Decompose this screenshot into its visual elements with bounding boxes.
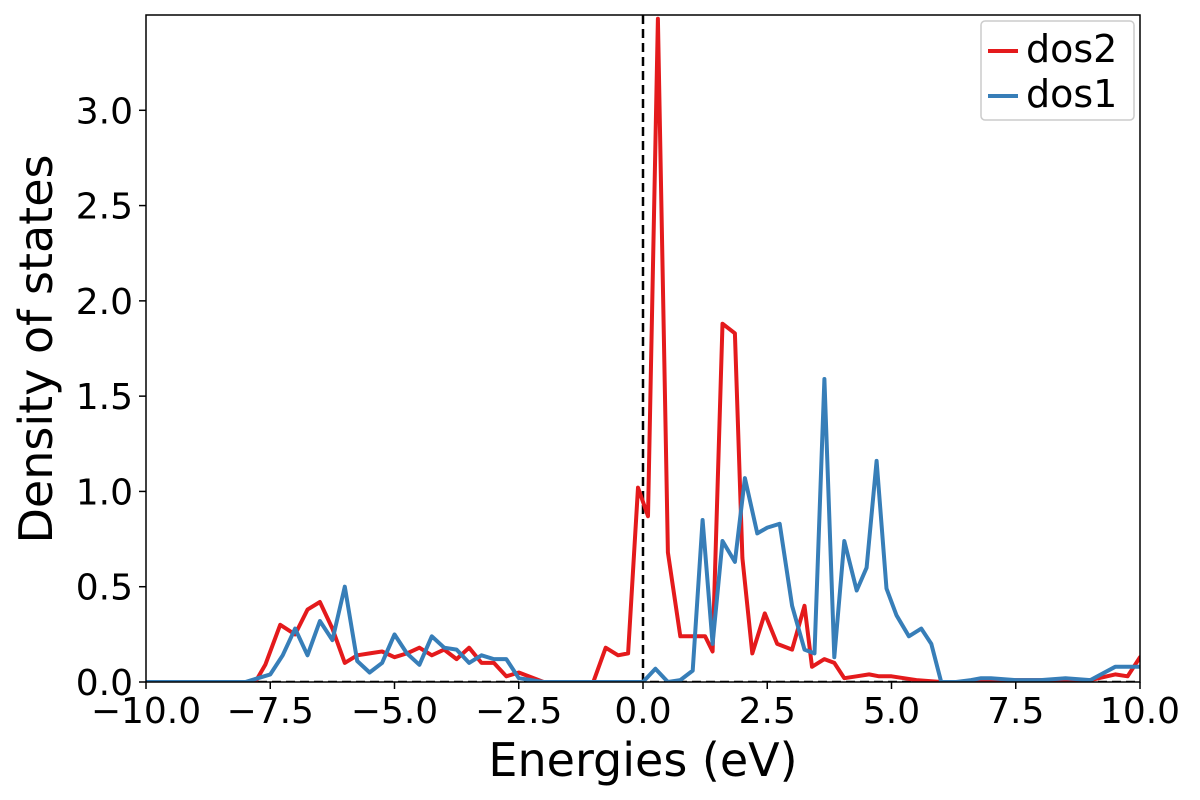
legend-label-dos2: dos2 (1026, 27, 1117, 71)
x-tick-label: 7.5 (987, 691, 1044, 732)
series-layer (146, 16, 1140, 682)
y-axis: 0.0 0.5 1.0 1.5 2.0 2.5 3.0 (76, 91, 146, 704)
x-tick-label: −2.5 (475, 691, 562, 732)
y-tick-label: 1.5 (76, 377, 133, 418)
y-tick-label: 2.5 (76, 187, 133, 228)
y-tick-label: 2.0 (76, 282, 133, 323)
series-line-dos2 (146, 16, 1140, 682)
series-line-dos1 (146, 377, 1140, 682)
x-tick-label: −5.0 (351, 691, 438, 732)
y-tick-label: 0.5 (76, 568, 133, 609)
x-tick-label: −10.0 (91, 691, 201, 732)
y-axis-label: Density of states (9, 155, 63, 544)
legend-label-dos1: dos1 (1026, 72, 1117, 116)
y-tick-label: 0.0 (76, 663, 133, 704)
x-axis-label: Energies (eV) (488, 733, 797, 787)
legend-box (980, 20, 1135, 121)
x-tick-label: 10.0 (1100, 691, 1180, 732)
x-tick-label: 0.0 (614, 691, 671, 732)
x-tick-label: 2.5 (739, 691, 796, 732)
x-tick-label: 5.0 (863, 691, 920, 732)
x-tick-label: −7.5 (227, 691, 314, 732)
x-axis: −10.0 −7.5 −5.0 −2.5 0.0 2.5 5.0 7.5 10.0 (91, 682, 1180, 732)
y-tick-label: 1.0 (76, 472, 133, 513)
y-tick-label: 3.0 (76, 91, 133, 132)
